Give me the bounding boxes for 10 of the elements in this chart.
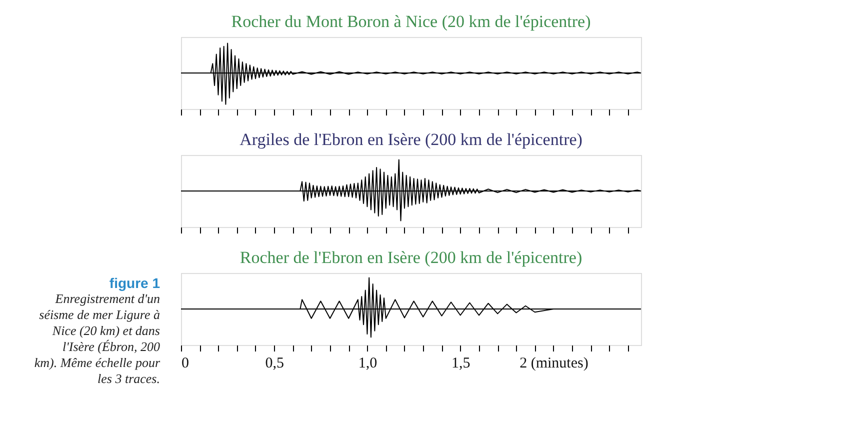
x-tick-label: 2 (minutes)	[520, 356, 588, 372]
x-tick-label: 1,5	[451, 356, 470, 372]
x-tick-label: 1,0	[358, 356, 378, 372]
chart-title: Rocher du Mont Boron à Nice (20 km de l'épicentre)	[231, 12, 591, 31]
x-tick-label: 0,5	[265, 356, 284, 372]
x-tick-label: 0	[182, 356, 189, 372]
chart-title: Argiles de l'Ebron en Isère (200 km de l'épicentre)	[240, 130, 582, 149]
caption: figure 1	[109, 275, 160, 291]
chart-title: Rocher de l'Ebron en Isère (200 km de l'épicentre)	[240, 248, 582, 267]
text: Enregistrement d'un séisme de mer Ligure à Nice (20 km) et dans l'Isère (Ébron, 200 km). Même échelle pour les 3 traces.	[34, 291, 161, 386]
